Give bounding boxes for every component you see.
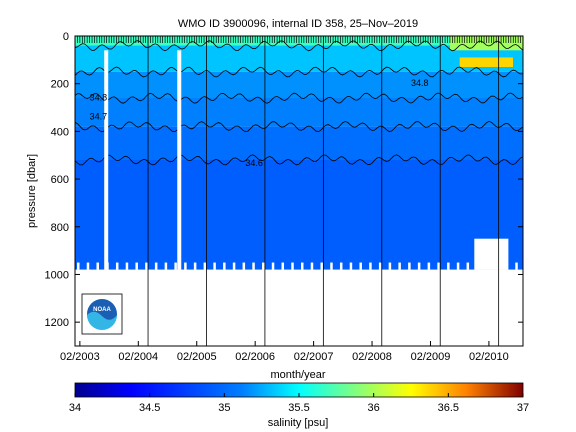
- x-tick-label: 02/2009: [411, 351, 451, 363]
- bottom-notch: [456, 262, 460, 270]
- salinity-layer-1: [75, 45, 523, 72]
- y-tick-label: 0: [63, 31, 69, 43]
- profile-separator-lines: [147, 36, 500, 346]
- colorbar-tick-label: 34.5: [139, 402, 160, 414]
- bottom-notch: [232, 262, 236, 270]
- salinity-layer-5: [75, 160, 523, 270]
- contour-label-1: 34.7: [90, 111, 108, 121]
- noaa-logo: NOAA: [81, 293, 123, 335]
- bottom-notch: [349, 262, 353, 270]
- bottom-notch: [437, 262, 440, 270]
- colorbar-tick-label: 36: [368, 402, 380, 414]
- bottom-notch: [515, 262, 518, 270]
- x-axis-label: month/year: [270, 369, 325, 381]
- subsurface-high-salinity-band: [459, 57, 513, 67]
- bottom-notch: [427, 262, 431, 270]
- surface-high-salinity-patch: [449, 36, 523, 51]
- bottom-notch: [398, 262, 401, 270]
- contour-line-0: [75, 40, 523, 52]
- svg-text:NOAA: NOAA: [93, 307, 111, 313]
- x-tick-label: 02/2007: [294, 351, 334, 363]
- bottom-notch: [154, 262, 158, 270]
- bottom-notch: [369, 262, 372, 270]
- y-axis-ticks: 0 200 400 600 800 1000 1200: [45, 31, 523, 329]
- bottom-notch: [203, 262, 207, 270]
- bottom-notch: [174, 262, 177, 270]
- bottom-notch: [164, 262, 168, 270]
- x-tick-label: 02/2006: [235, 351, 275, 363]
- bottom-notch: [388, 262, 392, 270]
- bottom-notch: [301, 262, 304, 270]
- contour-label-2: 34.6: [245, 158, 263, 168]
- y-tick-label: 1000: [45, 269, 69, 281]
- bottom-notch: [525, 263, 528, 270]
- bottom-notch: [417, 262, 421, 270]
- x-axis-ticks: 02/2003 02/2004 02/2005 02/2006 02/2007 02/20…: [60, 341, 509, 363]
- data-gap-0: [104, 50, 109, 270]
- data-gap-1: [177, 50, 182, 270]
- colorbar-tick-label: 36.5: [438, 402, 459, 414]
- chart-title: WMO ID 3900096, internal ID 358, 25–Nov–…: [178, 18, 418, 30]
- y-tick-label: 800: [51, 222, 69, 234]
- plot-area: [75, 36, 528, 346]
- x-tick-label: 02/2005: [177, 351, 217, 363]
- bottom-notch: [466, 262, 470, 270]
- contour-line-4: [75, 154, 523, 166]
- contour-labels: 34.8 34.7 34.6 34.8: [90, 78, 429, 168]
- colorbar-ticks: 34 34.5 35 35.5 36 36.5 37: [69, 393, 529, 414]
- bottom-notch: [145, 262, 148, 270]
- bottom-notch: [77, 262, 80, 270]
- contour-line-2: [75, 92, 523, 104]
- salinity-layer-4: [75, 126, 523, 160]
- bottom-notch: [408, 262, 411, 270]
- bottom-notch: [310, 262, 314, 270]
- x-tick-label: 02/2010: [469, 351, 509, 363]
- y-tick-label: 1200: [45, 317, 69, 329]
- bottom-notch: [339, 262, 343, 270]
- shallow-profile-region: [474, 238, 509, 270]
- bottom-notch: [291, 262, 294, 270]
- x-tick-label: 02/2008: [352, 351, 392, 363]
- bottom-notch: [184, 262, 187, 270]
- bottom-notch: [125, 262, 129, 270]
- bottom-notch: [223, 262, 226, 270]
- bottom-notch: [281, 262, 285, 270]
- bottom-notch: [193, 262, 197, 270]
- contour-line-1: [75, 66, 523, 78]
- salinity-layer-3: [75, 98, 523, 127]
- colorbar-tick-label: 35: [218, 402, 230, 414]
- colorbar-label: salinity [psu]: [268, 417, 329, 429]
- bottom-notch: [242, 262, 246, 270]
- bottom-notch: [135, 262, 138, 270]
- y-tick-label: 200: [51, 79, 69, 91]
- bottom-notch: [271, 262, 275, 270]
- y-axis-label: pressure [dbar]: [26, 154, 38, 228]
- bottom-notch: [96, 262, 99, 270]
- y-tick-label: 400: [51, 126, 69, 138]
- bottom-notch: [252, 262, 255, 270]
- bottom-notch: [262, 262, 265, 270]
- bottom-notch: [115, 262, 119, 270]
- colorbar-tick-label: 34: [69, 402, 81, 414]
- no-data-region: [75, 269, 523, 346]
- bottom-notch: [447, 262, 450, 270]
- y-tick-label: 600: [51, 174, 69, 186]
- x-tick-label: 02/2003: [60, 351, 100, 363]
- contour-label-0: 34.8: [90, 92, 108, 102]
- colorbar-tick-label: 35.5: [288, 402, 309, 414]
- bottom-notch: [359, 262, 362, 270]
- bottom-notch: [86, 262, 90, 270]
- colorbar-tick-label: 37: [517, 402, 529, 414]
- bottom-notch: [106, 262, 109, 270]
- plot-frame: [74, 35, 524, 347]
- x-tick-label: 02/2004: [118, 351, 158, 363]
- contour-label-3: 34.8: [411, 78, 429, 88]
- bottom-notch: [378, 262, 382, 270]
- bottom-notch: [320, 262, 323, 270]
- contour-line-3: [75, 120, 523, 133]
- bottom-notch: [330, 262, 333, 270]
- bottom-notch: [213, 262, 216, 270]
